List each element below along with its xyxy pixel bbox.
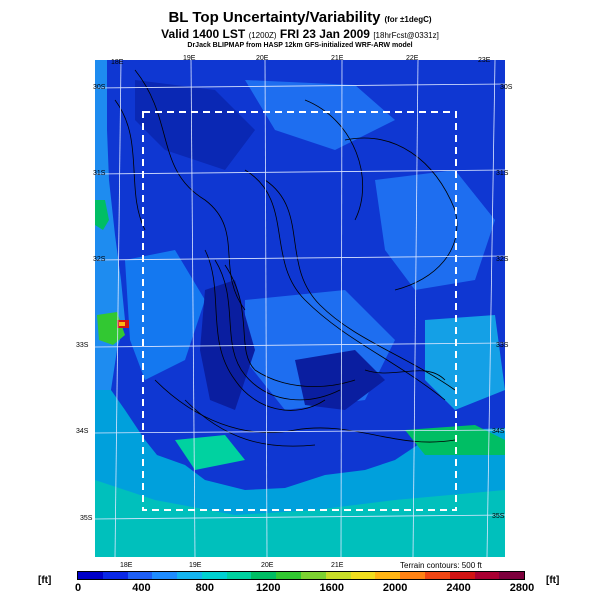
color-swatch bbox=[424, 572, 450, 579]
bottom-lon-label: 21E bbox=[331, 562, 344, 569]
valid-fcst: [18hrFcst@0331z] bbox=[373, 31, 439, 40]
right-lat-label: 30S bbox=[500, 84, 513, 91]
color-swatch bbox=[152, 572, 178, 579]
right-lat-label: 32S bbox=[496, 256, 509, 263]
top-lon-label: 22E bbox=[406, 55, 419, 62]
right-lat-label: 31S bbox=[496, 170, 509, 177]
valid-code: (1200Z) bbox=[248, 31, 277, 40]
color-scale-tick-label: 2000 bbox=[382, 582, 408, 594]
color-swatch bbox=[177, 572, 202, 579]
color-swatch bbox=[127, 572, 153, 579]
left-lat-label: 32S bbox=[93, 256, 106, 263]
color-swatch bbox=[474, 572, 500, 579]
right-lat-label: 33S bbox=[496, 342, 509, 349]
top-lon-label: 23E bbox=[478, 57, 491, 64]
color-scale-tick-label: 2800 bbox=[509, 582, 535, 594]
color-scale-tick-label: 1600 bbox=[319, 582, 344, 594]
left-lat-label: 30S bbox=[93, 84, 106, 91]
color-scale-bar bbox=[77, 571, 525, 580]
top-lon-label: 21E bbox=[331, 55, 344, 62]
color-scale-tick-label: 0 bbox=[74, 582, 82, 594]
chart-title: BL Top Uncertainty/Variability (for ±1deg… bbox=[0, 9, 600, 26]
top-lon-label: 20E bbox=[256, 55, 269, 62]
lat-lon-grid bbox=[95, 60, 505, 557]
bottom-lon-label: 18E bbox=[120, 562, 133, 569]
color-swatch bbox=[276, 572, 302, 579]
left-lat-label: 34S bbox=[76, 428, 89, 435]
credit-line: DrJack BLIPMAP from HASP 12km GFS-initia… bbox=[187, 42, 413, 49]
color-swatch bbox=[78, 572, 103, 579]
color-swatch bbox=[102, 572, 128, 579]
unit-label-right: [ft] bbox=[546, 575, 560, 586]
color-swatch bbox=[251, 572, 277, 579]
left-lat-label: 35S bbox=[80, 515, 93, 522]
left-lat-label: 33S bbox=[76, 342, 89, 349]
map bbox=[95, 60, 505, 557]
ocean-south-light bbox=[95, 480, 505, 557]
color-swatch bbox=[449, 572, 475, 579]
right-lat-label: 34S bbox=[492, 428, 505, 435]
terrain-contours-note: Terrain contours: 500 ft bbox=[400, 561, 482, 570]
terrain-contours bbox=[114, 69, 458, 447]
color-scale-tick-label: 400 bbox=[132, 582, 151, 594]
color-scale-tick-label: 1200 bbox=[256, 582, 281, 594]
bottom-lon-label: 19E bbox=[189, 562, 202, 569]
left-lat-label: 31S bbox=[93, 170, 106, 177]
inner-domain-box bbox=[142, 111, 457, 511]
land-patches bbox=[125, 80, 505, 410]
top-lon-label: 19E bbox=[183, 55, 196, 62]
color-swatch bbox=[201, 572, 227, 579]
color-swatch bbox=[400, 572, 425, 579]
color-swatch bbox=[375, 572, 401, 579]
valid-main: Valid 1400 LST bbox=[161, 27, 246, 41]
valid-date: FRI 23 Jan 2009 bbox=[279, 27, 370, 41]
title-text: BL Top Uncertainty/Variability bbox=[168, 9, 381, 26]
unit-label-left: [ft] bbox=[38, 575, 52, 586]
color-swatch bbox=[226, 572, 252, 579]
color-swatch bbox=[325, 572, 351, 579]
color-swatch bbox=[350, 572, 376, 579]
top-lon-label: 18E bbox=[111, 59, 124, 66]
bottom-lon-label: 20E bbox=[261, 562, 274, 569]
color-scale-tick-label: 2400 bbox=[446, 582, 471, 594]
color-swatch bbox=[301, 572, 326, 579]
color-scale-tick-label: 800 bbox=[195, 582, 215, 594]
valid-time: Valid 1400 LST (1200Z) FRI 23 Jan 2009 [… bbox=[0, 27, 600, 41]
title-note: (for ±1degC) bbox=[384, 15, 432, 24]
color-swatch bbox=[499, 572, 525, 579]
right-lat-label: 35S bbox=[492, 513, 505, 520]
